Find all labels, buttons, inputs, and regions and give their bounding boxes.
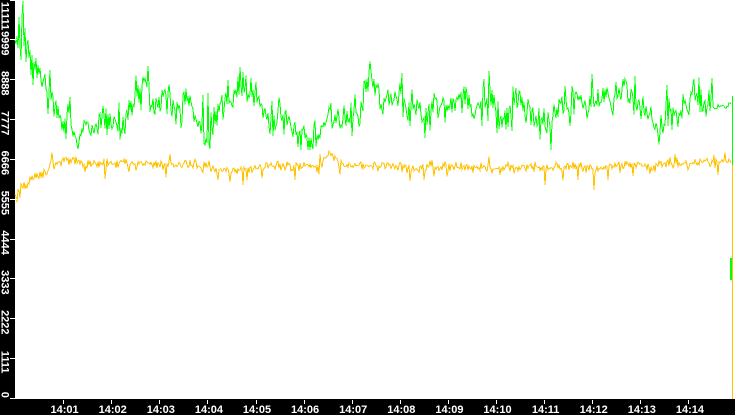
svg-text:14:04: 14:04 (195, 404, 224, 415)
svg-text:1111: 1111 (0, 351, 11, 374)
svg-text:2222: 2222 (0, 310, 11, 334)
svg-text:14:11: 14:11 (532, 404, 560, 415)
svg-text:7777: 7777 (0, 111, 11, 135)
svg-text:14:14: 14:14 (676, 404, 705, 415)
svg-text:14:13: 14:13 (628, 404, 656, 415)
svg-text:14:07: 14:07 (339, 404, 367, 415)
svg-text:3333: 3333 (0, 270, 11, 294)
svg-text:4444: 4444 (0, 230, 11, 255)
svg-text:14:12: 14:12 (580, 404, 608, 415)
svg-text:14:03: 14:03 (147, 404, 175, 415)
svg-text:14:01: 14:01 (51, 404, 79, 415)
svg-text:9999: 9999 (0, 31, 11, 55)
svg-text:14:09: 14:09 (435, 404, 463, 415)
svg-text:6666: 6666 (0, 151, 11, 175)
svg-text:0: 0 (0, 392, 11, 398)
svg-text:5555: 5555 (0, 191, 11, 215)
svg-text:14:02: 14:02 (99, 404, 127, 415)
svg-text:14:08: 14:08 (387, 404, 415, 415)
svg-text:8888: 8888 (0, 71, 11, 95)
svg-text:14:05: 14:05 (243, 404, 271, 415)
svg-text:14:10: 14:10 (483, 404, 511, 415)
svg-text:14:06: 14:06 (291, 404, 319, 415)
svg-text:11111: 11111 (0, 2, 11, 30)
